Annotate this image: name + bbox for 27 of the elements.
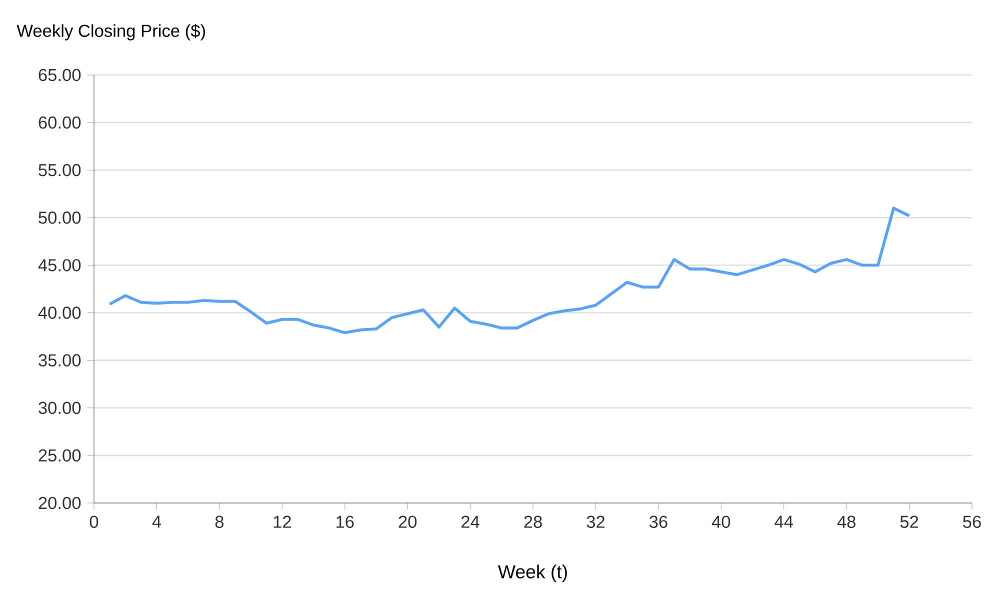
- x-tick-label: 4: [152, 516, 162, 528]
- x-tick-label: 52: [900, 516, 918, 528]
- y-tick-label: 20.00: [38, 496, 81, 510]
- y-tick-label: 65.00: [38, 68, 81, 82]
- x-axis-title: Week (t): [498, 564, 567, 582]
- x-tick-label: 0: [90, 516, 98, 528]
- y-tick-label: 25.00: [38, 449, 81, 462]
- x-tick-label: 16: [336, 516, 354, 528]
- x-tick-label: 28: [524, 516, 542, 528]
- x-tick-label: 56: [963, 516, 981, 528]
- y-axis-title: Weekly Closing Price ($): [16, 24, 205, 40]
- y-tick-label: 40.00: [38, 306, 81, 319]
- y-tick-label: 50.00: [38, 212, 81, 224]
- x-tick-label: 36: [649, 516, 668, 528]
- y-tick-label: 45.00: [38, 259, 81, 272]
- x-tick-label: 44: [774, 516, 793, 528]
- x-tick-label: 12: [274, 516, 291, 528]
- y-tick-label: 55.00: [38, 164, 81, 176]
- y-tick-label: 35.00: [38, 354, 81, 366]
- x-tick-label: 40: [712, 516, 730, 528]
- x-tick-label: 24: [462, 516, 480, 528]
- x-tick-label: 32: [586, 516, 604, 528]
- x-tick-label: 48: [837, 516, 856, 528]
- x-tick-label: 20: [398, 516, 417, 528]
- x-tick-label: 8: [215, 516, 224, 528]
- y-tick-label: 60.00: [38, 116, 81, 129]
- y-tick-label: 30.00: [38, 402, 81, 414]
